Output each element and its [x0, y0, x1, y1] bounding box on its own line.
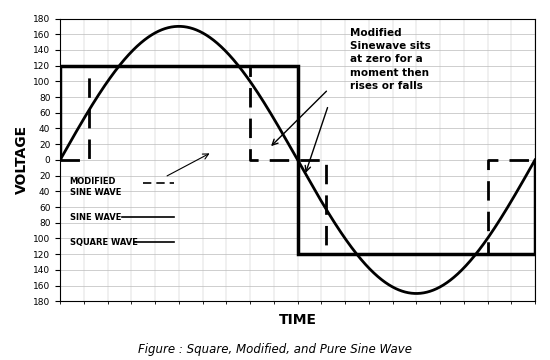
Text: SINE WAVE: SINE WAVE — [70, 213, 121, 222]
Text: Figure : Square, Modified, and Pure Sine Wave: Figure : Square, Modified, and Pure Sine… — [138, 343, 412, 356]
Text: MODIFIED
SINE WAVE: MODIFIED SINE WAVE — [70, 177, 121, 197]
Text: SQUARE WAVE: SQUARE WAVE — [70, 238, 138, 247]
X-axis label: TIME: TIME — [278, 313, 317, 327]
Y-axis label: VOLTAGE: VOLTAGE — [15, 125, 29, 194]
Text: Modified
Sinewave sits
at zero for a
moment then
rises or falls: Modified Sinewave sits at zero for a mom… — [350, 28, 431, 91]
